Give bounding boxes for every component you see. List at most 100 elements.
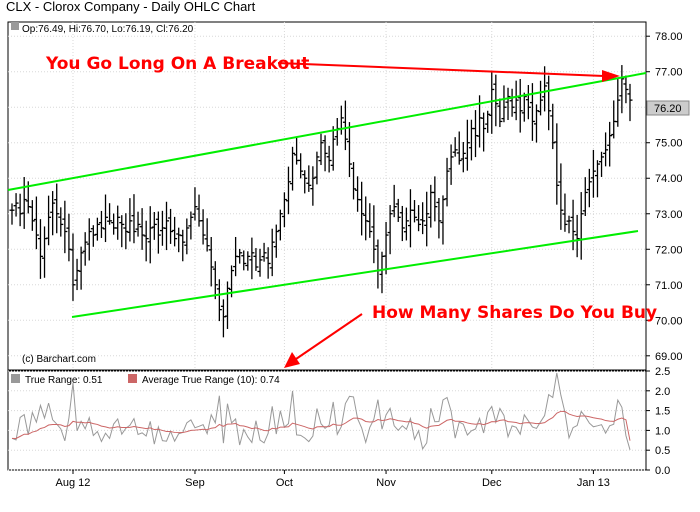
ohlc-bar xyxy=(464,119,470,171)
ohlc-bar xyxy=(403,207,409,241)
ohlc-bar xyxy=(399,205,405,242)
ohlc-bar xyxy=(623,75,629,104)
ohlc-bar xyxy=(395,198,401,222)
ohlc-bar xyxy=(619,65,625,114)
atr-tick-label: 1.5 xyxy=(655,406,670,418)
ohlc-bar xyxy=(509,88,515,117)
ohlc-bar xyxy=(281,192,287,228)
ohlc-bar xyxy=(86,218,92,261)
date-tick-label: Jan 13 xyxy=(577,477,610,489)
annotation-arrowhead-bottom xyxy=(284,352,300,368)
date-tick-label: Nov xyxy=(376,477,396,489)
ohlc-bar xyxy=(444,157,450,207)
ohlc-bar xyxy=(440,195,446,245)
last-price-box xyxy=(646,100,690,116)
ohlc-bar xyxy=(151,212,157,240)
ohlc-bar xyxy=(273,224,279,258)
atr-tick-label: 2.0 xyxy=(655,386,670,398)
ohlc-bar xyxy=(481,112,487,152)
ohlc-bar xyxy=(538,80,544,116)
chart-title: CLX - Clorox Company - Daily OHLC Chart xyxy=(6,0,256,14)
ohlc-bar xyxy=(505,87,511,121)
ohlc-bar xyxy=(155,211,161,254)
ohlc-bar xyxy=(342,100,348,151)
ohlc-bar xyxy=(180,229,186,262)
atr-tick-label: 2.5 xyxy=(655,366,670,378)
ohlc-bar xyxy=(37,219,43,279)
price-tick-label: 69.00 xyxy=(655,351,683,363)
ohlc-bar xyxy=(21,177,27,229)
annotation-arrow-bottom xyxy=(295,313,363,360)
atr-grid xyxy=(8,370,646,471)
ohlc-bar xyxy=(513,80,519,121)
price-tick-label: 77.00 xyxy=(655,67,683,79)
price-tick-label: 74.00 xyxy=(655,173,683,185)
ohlc-bar xyxy=(322,135,328,172)
ohlc-bar xyxy=(290,146,296,191)
ohlc-bar xyxy=(245,251,251,271)
ohlc-bar xyxy=(359,181,365,236)
price-tick-label: 71.00 xyxy=(655,280,683,292)
ohlc-bar xyxy=(603,132,609,167)
ohlc-bar xyxy=(594,160,600,198)
ohlc-bar xyxy=(590,149,596,198)
ohlc-bar xyxy=(424,191,430,247)
ohlc-bar xyxy=(562,193,568,232)
ohlc-bar xyxy=(139,208,145,250)
ohlc-bar xyxy=(78,246,84,290)
ohlc-bar xyxy=(460,141,466,173)
price-panel xyxy=(7,21,647,371)
annotation-shares: How Many Shares Do You Buy xyxy=(372,303,657,323)
ohlc-bar xyxy=(318,133,324,166)
date-tick-label: Aug 12 xyxy=(56,477,91,489)
ohlc-bar xyxy=(582,177,588,217)
ohlc-bar xyxy=(241,250,247,271)
ohlc-bar xyxy=(550,103,556,150)
ohlc-bar xyxy=(525,85,531,120)
ohlc-bar xyxy=(33,196,39,250)
date-tick-label: Dec xyxy=(482,477,502,489)
ohlc-bar xyxy=(298,153,304,179)
ohlc-bar xyxy=(131,194,137,244)
true-range-line xyxy=(11,372,631,451)
ohlc-bar xyxy=(277,209,283,241)
ohlc-bar xyxy=(216,279,222,322)
ohlc-bar xyxy=(9,203,15,225)
ohlc-bar xyxy=(212,261,218,300)
ohlc-bar xyxy=(29,200,35,231)
ohlc-bar xyxy=(383,221,389,275)
ohlc-legend-swatch xyxy=(11,22,19,30)
ohlc-bar xyxy=(566,215,572,234)
ohlc-bar xyxy=(452,137,458,157)
price-tick-label: 78.00 xyxy=(655,31,683,43)
ohlc-bar xyxy=(115,205,121,240)
ohlc-bar xyxy=(497,98,503,128)
ohlc-bar xyxy=(147,206,153,264)
ohlc-bar xyxy=(50,191,56,236)
ohlc-bar xyxy=(558,163,564,230)
true-range-swatch xyxy=(11,374,20,383)
date-tick-label: Sep xyxy=(185,477,205,489)
ohlc-bar xyxy=(412,200,418,223)
ohlc-readout: Op:76.49, Hi:76.70, Lo:76.19, Cl:76.20 xyxy=(22,24,194,35)
ohlc-bar xyxy=(533,104,539,143)
date-tick-label: Oct xyxy=(276,477,293,489)
ohlc-bar xyxy=(94,217,100,241)
watermark: (c) Barchart.com xyxy=(22,354,96,365)
ohlc-bar xyxy=(391,184,397,218)
ohlc-bar xyxy=(627,83,633,122)
ohlc-bar xyxy=(485,110,491,133)
ohlc-bar xyxy=(416,205,422,232)
annotation-arrow-top xyxy=(277,62,605,77)
ohlc-bar xyxy=(456,131,462,165)
last-price-label: 76.20 xyxy=(654,103,682,115)
ohlc-bar xyxy=(586,168,592,208)
atr-tick-label: 0.0 xyxy=(655,465,670,477)
ohlc-bar xyxy=(546,75,552,131)
ohlc-bar xyxy=(529,83,535,141)
ohlc-bar xyxy=(164,201,169,251)
ohlc-bar xyxy=(371,205,377,264)
ohlc-bar xyxy=(119,215,125,248)
ohlc-bar xyxy=(62,200,68,254)
